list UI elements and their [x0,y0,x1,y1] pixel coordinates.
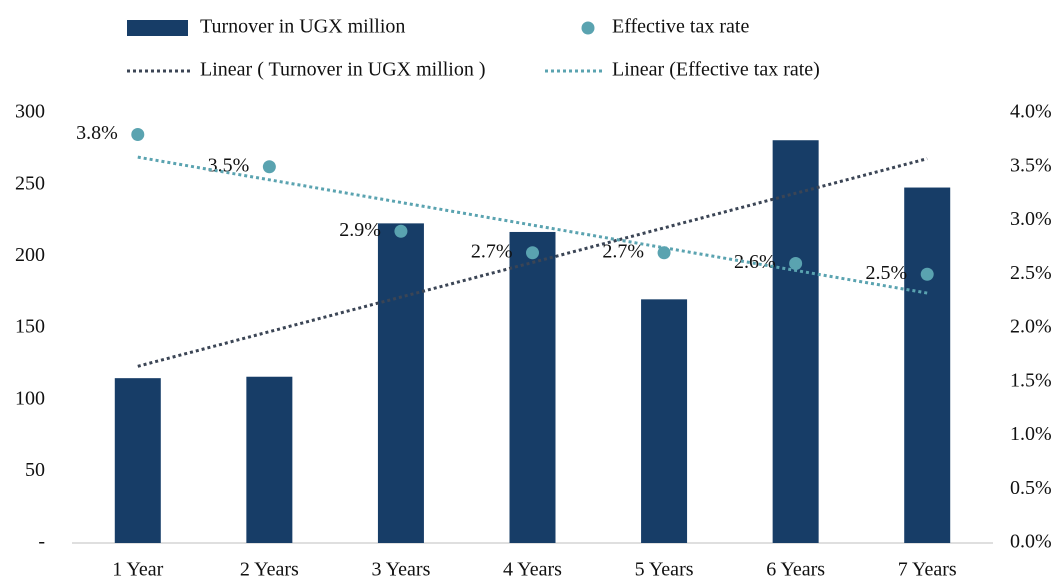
dot [394,224,408,238]
x-tick-label: 6 Years [766,559,825,581]
x-tick-label: 4 Years [503,559,562,581]
y-tick-label: 200 [15,244,45,266]
y2-tick-label: 3.0% [1010,208,1052,230]
x-tick-label: 1 Year [112,559,163,581]
x-tick-label: 5 Years [635,559,694,581]
y2-tick-label: 4.0% [1010,101,1052,123]
data-label: 2.7% [602,240,644,262]
data-label: 3.5% [208,154,250,176]
y2-tick-label: 1.5% [1010,369,1052,391]
bar [904,187,951,544]
y2-tick-label: 2.5% [1010,262,1052,284]
bar [377,223,424,543]
y-tick-label: 300 [15,101,45,123]
y2-tick-label: 2.0% [1010,316,1052,338]
data-label: 3.8% [76,122,118,144]
dot [920,267,934,281]
data-label: 2.9% [339,219,381,241]
legend-label: Linear (Effective tax rate) [612,59,820,81]
dot [131,128,145,141]
y2-tick-label: 1.0% [1010,423,1052,445]
dot [657,246,671,260]
legend-label: Linear ( Turnover in UGX million ) [200,59,486,81]
legend-label: Effective tax rate [612,16,749,38]
trend-line [137,155,928,295]
y2-tick-label: 0.5% [1010,477,1052,499]
dot [526,246,539,260]
y2-tick-label: 3.5% [1010,154,1052,176]
dot [789,257,803,270]
y-tick-label: 100 [15,387,45,409]
y-tick-label: - [38,531,45,553]
legend-swatch [127,20,188,36]
data-label: 2.7% [471,240,513,262]
y-tick-label: 250 [15,172,45,194]
x-tick-label: 2 Years [240,559,299,581]
legend-label: Turnover in UGX million [200,16,405,38]
bar [641,299,688,543]
y2-tick-label: 0.0% [1010,531,1052,553]
dot [262,160,276,174]
y-tick-label: 50 [25,459,45,481]
bar [772,140,819,543]
bar [114,378,161,543]
bar [509,231,556,543]
data-label: 2.5% [866,262,908,284]
y-tick-label: 150 [15,316,45,338]
legend-swatch [581,21,595,35]
x-tick-label: 3 Years [371,559,430,581]
trend-line [137,157,928,368]
x-tick-label: 7 Years [898,559,957,581]
bar [246,376,293,543]
